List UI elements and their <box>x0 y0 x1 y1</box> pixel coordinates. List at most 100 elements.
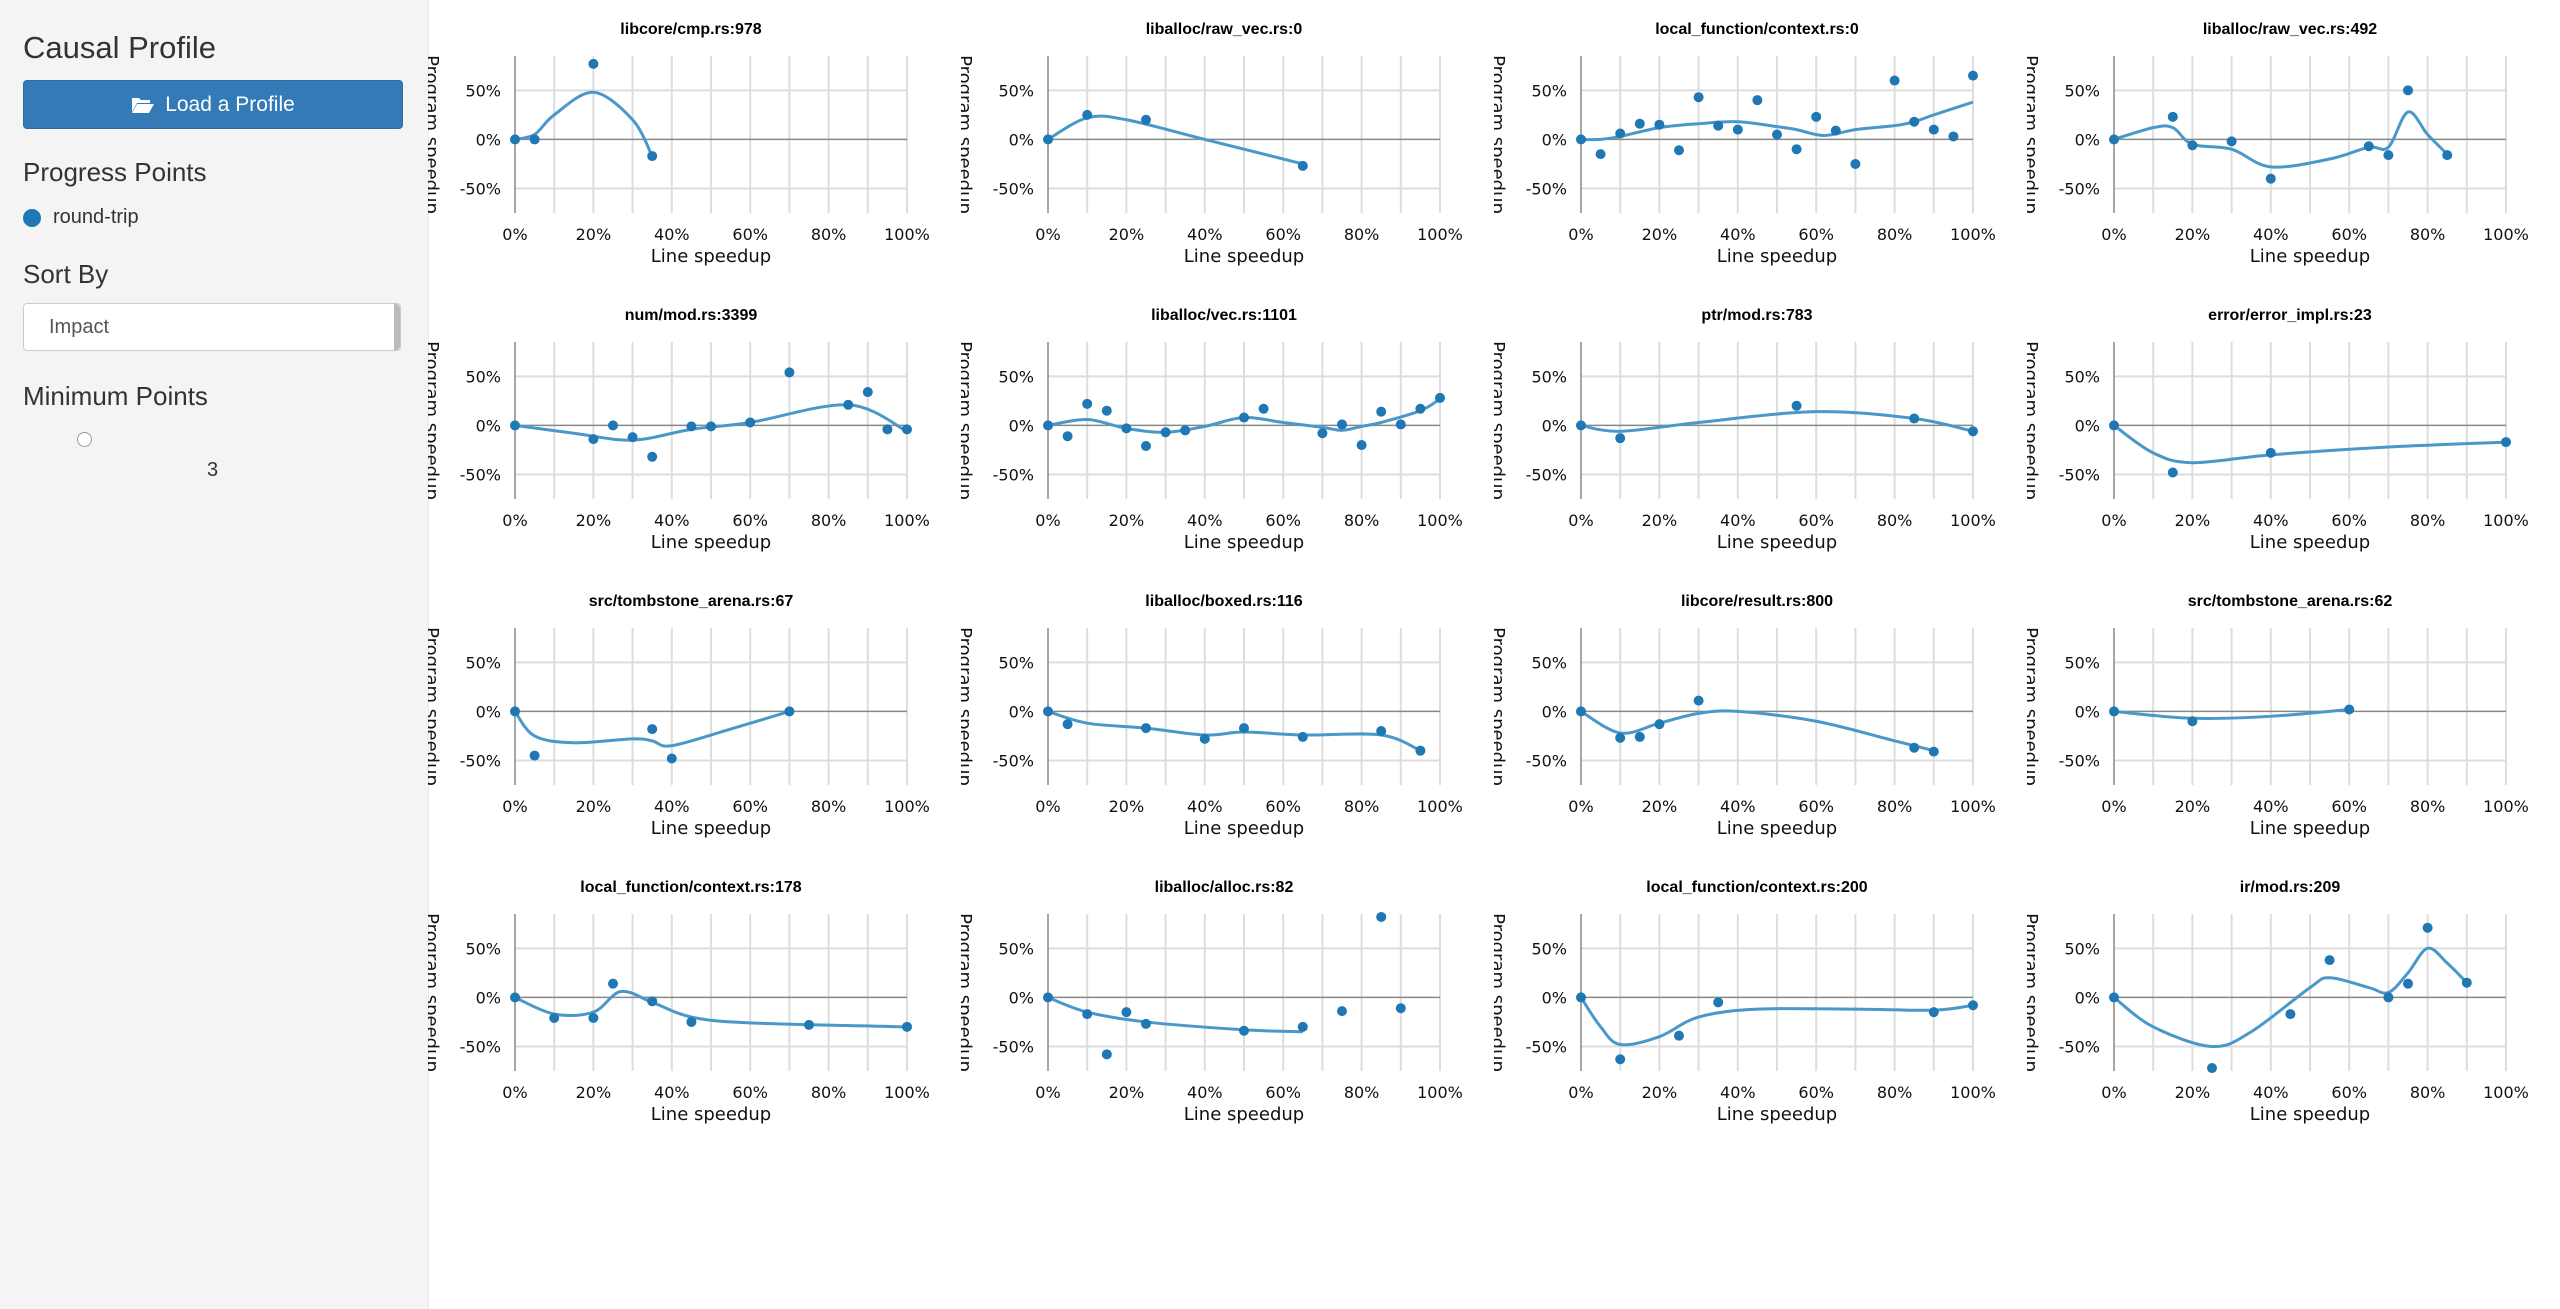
speedup-chart: src/tombstone_arena.rs:67 50% 0% -50% 0% 20% 4… <box>428 593 930 839</box>
y-tick-label: 50% <box>1531 939 1567 958</box>
y-tick-label: -50% <box>460 179 501 198</box>
data-point <box>784 367 795 378</box>
data-point <box>1337 1006 1347 1017</box>
data-point <box>529 750 540 761</box>
data-point <box>2442 150 2453 161</box>
speedup-chart: local_function/context.rs:0 50% 0% -50% 0% 20… <box>1494 21 1996 267</box>
x-tick-label: 60% <box>1265 511 1301 530</box>
y-tick-label: 50% <box>2064 81 2100 100</box>
data-point <box>1968 70 1978 81</box>
x-tick-label: 100% <box>1950 225 1996 244</box>
speedup-chart: libcore/cmp.rs:978 50% 0% -50% 0% 20% 40% 60% 80… <box>428 21 930 267</box>
data-point <box>510 420 520 431</box>
data-point <box>529 134 540 145</box>
data-point <box>588 58 599 69</box>
data-point <box>1297 731 1308 742</box>
x-tick-label: 40% <box>1720 797 1756 816</box>
chart-title: src/tombstone_arena.rs:62 <box>2188 593 2393 610</box>
x-tick-label: 80% <box>1877 797 1913 816</box>
x-tick-label: 40% <box>1720 225 1756 244</box>
y-tick-label: 0% <box>476 988 501 1007</box>
data-point <box>2285 1009 2296 1020</box>
data-point <box>1101 1049 1112 1060</box>
x-tick-label: 0% <box>2101 511 2126 530</box>
fit-curve <box>1047 709 1422 753</box>
sort-by-select[interactable]: Impact <box>23 303 401 351</box>
data-point <box>1674 145 1684 156</box>
x-tick-label: 20% <box>1642 225 1678 244</box>
x-axis-label: Line speedup <box>1184 1104 1304 1125</box>
x-tick-label: 60% <box>1265 1083 1301 1102</box>
fit-curve <box>1579 996 1974 1047</box>
data-point <box>666 753 677 764</box>
speedup-chart: error/error_impl.rs:23 50% 0% -50% 0% 20% 40% 6… <box>2027 307 2529 553</box>
y-tick-label: 50% <box>998 939 1034 958</box>
x-axis-label: Line speedup <box>2250 246 2370 267</box>
x-tick-label: 80% <box>2410 511 2446 530</box>
x-tick-label: 0% <box>502 797 527 816</box>
speedup-chart: liballoc/raw_vec.rs:492 50% 0% -50% 0% 20% 40%… <box>2027 21 2529 267</box>
data-point <box>1713 120 1724 131</box>
speedup-chart: src/tombstone_arena.rs:62 50% 0% -50% 0% 20% 4… <box>2027 593 2529 839</box>
data-point <box>2403 85 2413 96</box>
data-point <box>1595 149 1606 160</box>
x-tick-label: 40% <box>1720 511 1756 530</box>
y-tick-label: 50% <box>465 81 501 100</box>
x-tick-label: 60% <box>2331 225 2367 244</box>
y-tick-label: 50% <box>1531 81 1567 100</box>
chart-title: error/error_impl.rs:23 <box>2208 307 2372 324</box>
data-point <box>1239 412 1249 423</box>
speedup-chart: liballoc/raw_vec.rs:0 50% 0% -50% 0% 20% 40% 60… <box>961 21 1463 267</box>
y-tick-label: -50% <box>1526 1037 1567 1056</box>
progress-point-item[interactable]: round-trip <box>23 206 139 229</box>
y-tick-label: 0% <box>2075 988 2100 1007</box>
data-point <box>2187 140 2198 151</box>
data-point <box>1713 997 1724 1008</box>
data-point <box>1615 433 1626 444</box>
data-point <box>1062 431 1073 442</box>
x-tick-label: 20% <box>1109 797 1145 816</box>
x-tick-label: 100% <box>1950 1083 1996 1102</box>
y-tick-label: -50% <box>460 751 501 770</box>
data-point <box>510 706 520 717</box>
x-tick-label: 20% <box>1642 1083 1678 1102</box>
x-tick-label: 0% <box>502 511 527 530</box>
x-tick-label: 40% <box>654 797 690 816</box>
x-tick-label: 60% <box>732 511 768 530</box>
data-point <box>1356 440 1367 451</box>
data-point <box>2501 437 2511 448</box>
fit-curve <box>513 709 790 748</box>
progress-points-heading: Progress Points <box>23 157 207 187</box>
speedup-chart: ptr/mod.rs:783 50% 0% -50% 0% 20% 40% 60% 80% 100… <box>1494 307 1996 553</box>
speedup-chart: liballoc/boxed.rs:116 50% 0% -50% 0% 20% 40% 60… <box>961 593 1463 839</box>
x-tick-label: 80% <box>1344 1083 1380 1102</box>
data-point <box>2383 992 2394 1003</box>
x-tick-label: 20% <box>2175 511 2211 530</box>
data-point <box>2344 704 2355 715</box>
x-axis-label: Line speedup <box>1184 246 1304 267</box>
x-tick-label: 100% <box>884 1083 930 1102</box>
data-point <box>1909 413 1920 424</box>
load-profile-button[interactable]: Load a Profile <box>23 80 403 129</box>
x-tick-label: 20% <box>1109 225 1145 244</box>
y-tick-label: -50% <box>1526 179 1567 198</box>
data-point <box>2383 150 2394 161</box>
fit-curve <box>514 989 908 1029</box>
y-tick-label: 0% <box>476 416 501 435</box>
x-tick-label: 100% <box>2483 511 2529 530</box>
y-axis-label: Program speedup <box>2027 627 2041 786</box>
minimum-points-slider-handle[interactable] <box>77 432 92 447</box>
data-point <box>2109 420 2119 431</box>
data-point <box>588 434 599 445</box>
data-point <box>1239 723 1249 734</box>
y-tick-label: 50% <box>998 653 1034 672</box>
data-point <box>1576 992 1586 1003</box>
sort-by-value: Impact <box>49 315 110 338</box>
x-tick-label: 20% <box>1642 511 1678 530</box>
x-axis-label: Line speedup <box>1717 246 1837 267</box>
data-point <box>1160 427 1171 438</box>
fit-curve <box>1047 114 1304 166</box>
data-point <box>647 151 658 162</box>
x-tick-label: 100% <box>884 225 930 244</box>
data-point <box>1121 1007 1132 1018</box>
